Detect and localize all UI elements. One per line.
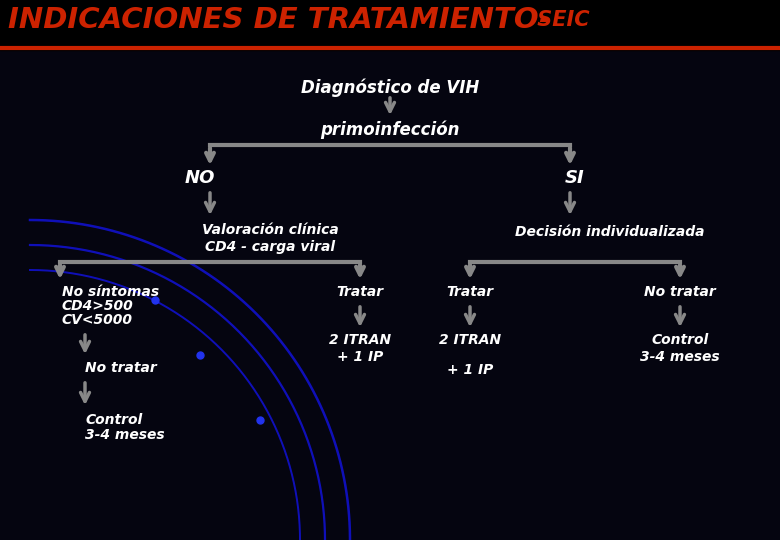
Text: SEIC: SEIC — [530, 10, 590, 30]
Text: 2 ITRAN: 2 ITRAN — [329, 333, 391, 347]
Text: No tratar: No tratar — [644, 285, 716, 299]
Text: + 1 IP: + 1 IP — [447, 363, 493, 377]
Text: 3-4 meses: 3-4 meses — [640, 350, 720, 364]
Text: + 1 IP: + 1 IP — [337, 350, 383, 364]
Text: Control: Control — [651, 333, 708, 347]
Text: SI: SI — [566, 169, 585, 187]
Text: Valoración clínica: Valoración clínica — [201, 223, 339, 237]
Text: NO: NO — [185, 169, 215, 187]
Text: Diagnóstico de VIH: Diagnóstico de VIH — [301, 79, 479, 97]
Text: 3-4 meses: 3-4 meses — [85, 428, 165, 442]
Text: Decisión individualizada: Decisión individualizada — [516, 225, 705, 239]
Text: CV<5000: CV<5000 — [62, 313, 133, 327]
Text: Control: Control — [85, 413, 142, 427]
Text: primoinfección: primoinfección — [321, 121, 459, 139]
Bar — [0, 0, 780, 50]
Text: No tratar: No tratar — [85, 361, 157, 375]
Text: INDICACIONES DE TRATAMIENTO-: INDICACIONES DE TRATAMIENTO- — [8, 6, 551, 34]
Text: CD4>500: CD4>500 — [62, 299, 133, 313]
Text: 2 ITRAN: 2 ITRAN — [439, 333, 501, 347]
Text: CD4 - carga viral: CD4 - carga viral — [205, 240, 335, 254]
Text: Tratar: Tratar — [446, 285, 494, 299]
Text: Tratar: Tratar — [336, 285, 384, 299]
Text: No síntomas: No síntomas — [62, 285, 159, 299]
